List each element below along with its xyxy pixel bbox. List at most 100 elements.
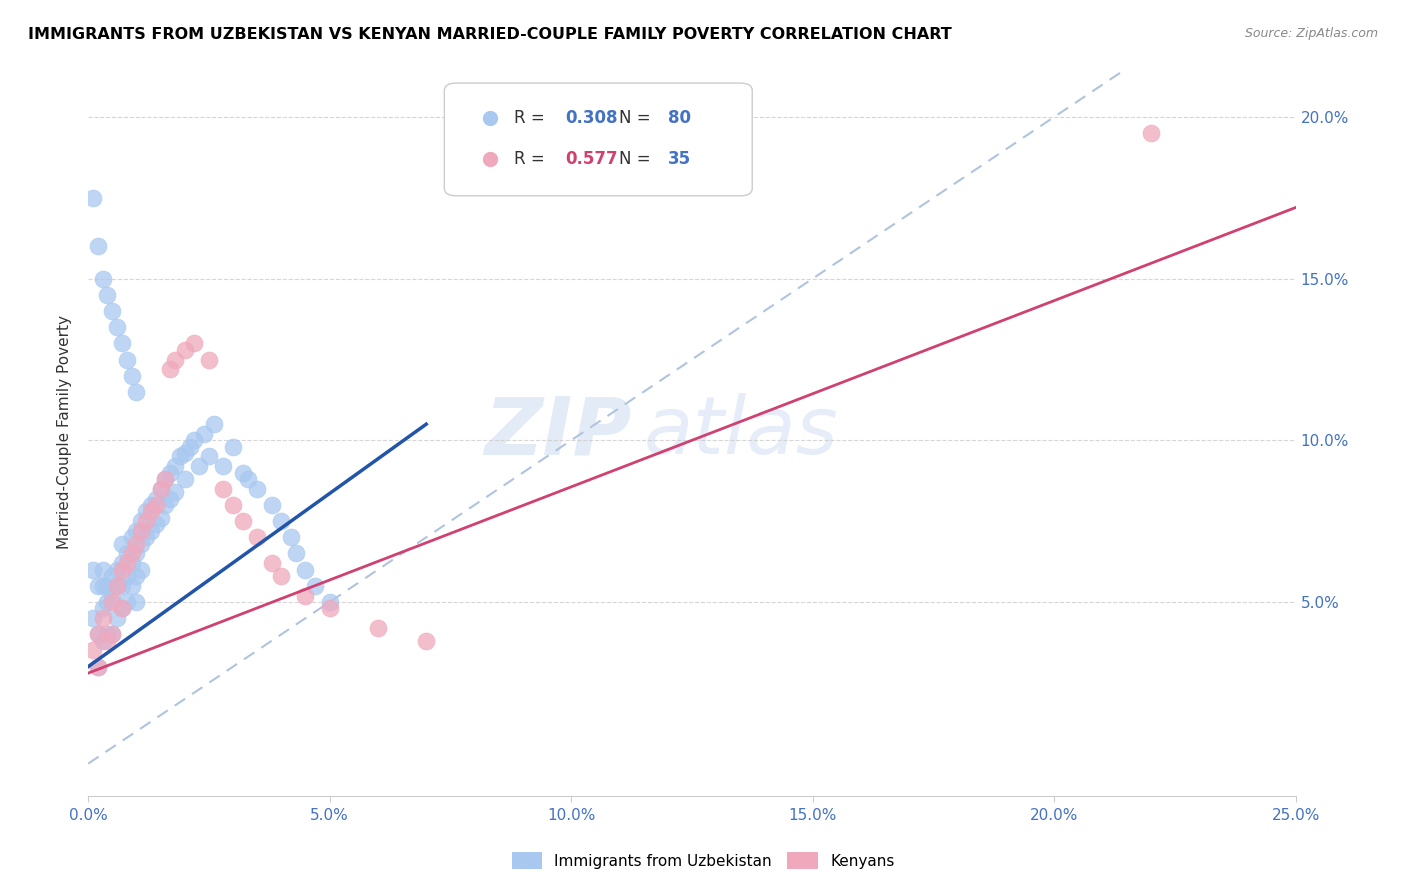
Point — [129, 563, 152, 577]
Point — [125, 524, 148, 538]
Point — [96, 627, 118, 641]
Point — [212, 459, 235, 474]
Point — [145, 498, 167, 512]
Point — [96, 595, 118, 609]
Point — [115, 595, 138, 609]
Point — [246, 530, 269, 544]
Point — [82, 611, 104, 625]
Point — [91, 271, 114, 285]
Point — [87, 627, 110, 641]
Point — [212, 482, 235, 496]
Point — [232, 514, 254, 528]
Point — [125, 595, 148, 609]
Point — [159, 362, 181, 376]
Point — [183, 434, 205, 448]
Point — [91, 563, 114, 577]
Point — [149, 482, 172, 496]
Point — [294, 563, 316, 577]
Point — [96, 288, 118, 302]
Point — [193, 426, 215, 441]
Text: IMMIGRANTS FROM UZBEKISTAN VS KENYAN MARRIED-COUPLE FAMILY POVERTY CORRELATION C: IMMIGRANTS FROM UZBEKISTAN VS KENYAN MAR… — [28, 27, 952, 42]
Point — [159, 491, 181, 506]
Point — [145, 491, 167, 506]
Point — [121, 530, 143, 544]
Point — [111, 537, 134, 551]
Point — [101, 595, 124, 609]
Point — [87, 659, 110, 673]
Point — [111, 579, 134, 593]
Point — [135, 504, 157, 518]
Point — [165, 485, 187, 500]
Point — [198, 450, 221, 464]
Point — [198, 352, 221, 367]
Point — [155, 472, 177, 486]
Point — [96, 579, 118, 593]
Point — [115, 352, 138, 367]
Point — [82, 563, 104, 577]
Point — [173, 446, 195, 460]
Text: ZIP: ZIP — [484, 393, 631, 471]
Text: N =: N = — [620, 109, 657, 127]
Point — [318, 601, 340, 615]
Point — [270, 514, 292, 528]
Point — [155, 472, 177, 486]
Point — [129, 537, 152, 551]
Point — [115, 569, 138, 583]
Point — [121, 368, 143, 383]
Point — [367, 621, 389, 635]
Point — [91, 601, 114, 615]
Point — [121, 579, 143, 593]
Point — [149, 482, 172, 496]
Y-axis label: Married-Couple Family Poverty: Married-Couple Family Poverty — [58, 315, 72, 549]
Point — [105, 611, 128, 625]
Point — [222, 440, 245, 454]
Point — [87, 579, 110, 593]
Point — [236, 472, 259, 486]
Text: 80: 80 — [668, 109, 690, 127]
Point — [270, 569, 292, 583]
Point — [139, 524, 162, 538]
Point — [111, 601, 134, 615]
Point — [222, 498, 245, 512]
Point — [284, 547, 307, 561]
Point — [232, 466, 254, 480]
Point — [115, 556, 138, 570]
Text: Source: ZipAtlas.com: Source: ZipAtlas.com — [1244, 27, 1378, 40]
Point — [135, 514, 157, 528]
Point — [173, 472, 195, 486]
Point — [96, 633, 118, 648]
Point — [105, 563, 128, 577]
Point — [149, 511, 172, 525]
Point — [87, 627, 110, 641]
Point — [111, 556, 134, 570]
Point — [202, 417, 225, 432]
Text: atlas: atlas — [644, 393, 838, 471]
Point — [101, 627, 124, 641]
Point — [188, 459, 211, 474]
Point — [87, 659, 110, 673]
Point — [159, 466, 181, 480]
Point — [179, 440, 201, 454]
Point — [165, 352, 187, 367]
Point — [111, 336, 134, 351]
Point — [111, 601, 134, 615]
Point — [280, 530, 302, 544]
FancyBboxPatch shape — [444, 83, 752, 196]
Point — [125, 537, 148, 551]
Point — [129, 524, 152, 538]
Point — [183, 336, 205, 351]
Point — [415, 633, 437, 648]
Point — [82, 643, 104, 657]
Point — [1139, 126, 1161, 140]
Point — [101, 304, 124, 318]
Point — [318, 595, 340, 609]
Point — [101, 589, 124, 603]
Point — [260, 556, 283, 570]
Point — [87, 239, 110, 253]
Point — [105, 579, 128, 593]
Point — [111, 563, 134, 577]
Point — [260, 498, 283, 512]
Point — [129, 514, 152, 528]
Point — [121, 547, 143, 561]
Text: R =: R = — [515, 109, 550, 127]
